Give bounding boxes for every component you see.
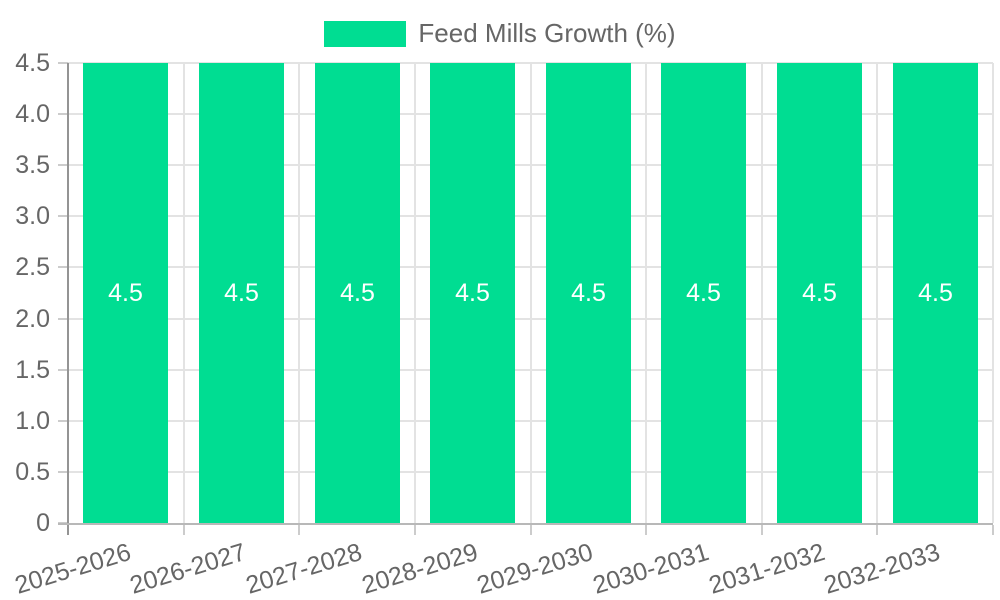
y-tick-label: 1.0 xyxy=(15,407,50,435)
bar-value-label: 4.5 xyxy=(108,279,143,307)
bar[interactable] xyxy=(430,63,515,523)
legend-label: Feed Mills Growth (%) xyxy=(418,18,676,48)
y-tick-mark xyxy=(58,266,68,268)
bar[interactable] xyxy=(777,63,862,523)
x-gridline xyxy=(530,63,532,523)
x-tick-mark xyxy=(645,525,647,535)
bar[interactable] xyxy=(546,63,631,523)
y-tick-mark xyxy=(58,369,68,371)
y-tick-mark xyxy=(58,113,68,115)
bar[interactable] xyxy=(83,63,168,523)
x-tick-mark xyxy=(876,525,878,535)
x-tick-mark xyxy=(414,525,416,535)
x-axis-line xyxy=(58,523,993,525)
bar[interactable] xyxy=(661,63,746,523)
y-tick-label: 4.5 xyxy=(15,49,50,77)
x-tick-mark xyxy=(992,525,994,535)
x-gridline xyxy=(298,63,300,523)
y-axis-line xyxy=(67,63,69,535)
bar-value-label: 4.5 xyxy=(340,279,375,307)
y-tick-label: 3.0 xyxy=(15,202,50,230)
x-tick-mark xyxy=(183,525,185,535)
x-gridline xyxy=(183,63,185,523)
x-tick-mark xyxy=(530,525,532,535)
y-tick-label: 2.5 xyxy=(15,253,50,281)
bar-value-label: 4.5 xyxy=(224,279,259,307)
y-tick-mark xyxy=(58,471,68,473)
y-tick-mark xyxy=(58,318,68,320)
y-tick-label: 2.0 xyxy=(15,305,50,333)
bar-value-label: 4.5 xyxy=(686,279,721,307)
x-gridline xyxy=(992,63,994,523)
legend-item[interactable]: Feed Mills Growth (%) xyxy=(0,18,1000,49)
legend-swatch xyxy=(324,20,407,47)
bar-value-label: 4.5 xyxy=(455,279,490,307)
bar-value-label: 4.5 xyxy=(571,279,606,307)
y-tick-label: 0 xyxy=(36,509,50,537)
y-tick-label: 4.0 xyxy=(15,100,50,128)
bar[interactable] xyxy=(199,63,284,523)
y-tick-mark xyxy=(58,215,68,217)
y-tick-label: 1.5 xyxy=(15,356,50,384)
x-tick-mark xyxy=(298,525,300,535)
y-tick-mark xyxy=(58,164,68,166)
x-gridline xyxy=(414,63,416,523)
y-tick-label: 0.5 xyxy=(15,458,50,486)
y-tick-mark xyxy=(58,420,68,422)
bar-value-label: 4.5 xyxy=(918,279,953,307)
bar[interactable] xyxy=(315,63,400,523)
x-gridline xyxy=(645,63,647,523)
bar[interactable] xyxy=(893,63,978,523)
bar-value-label: 4.5 xyxy=(802,279,837,307)
y-tick-mark xyxy=(58,62,68,64)
x-gridline xyxy=(876,63,878,523)
x-tick-mark xyxy=(761,525,763,535)
x-gridline xyxy=(761,63,763,523)
y-tick-label: 3.5 xyxy=(15,151,50,179)
